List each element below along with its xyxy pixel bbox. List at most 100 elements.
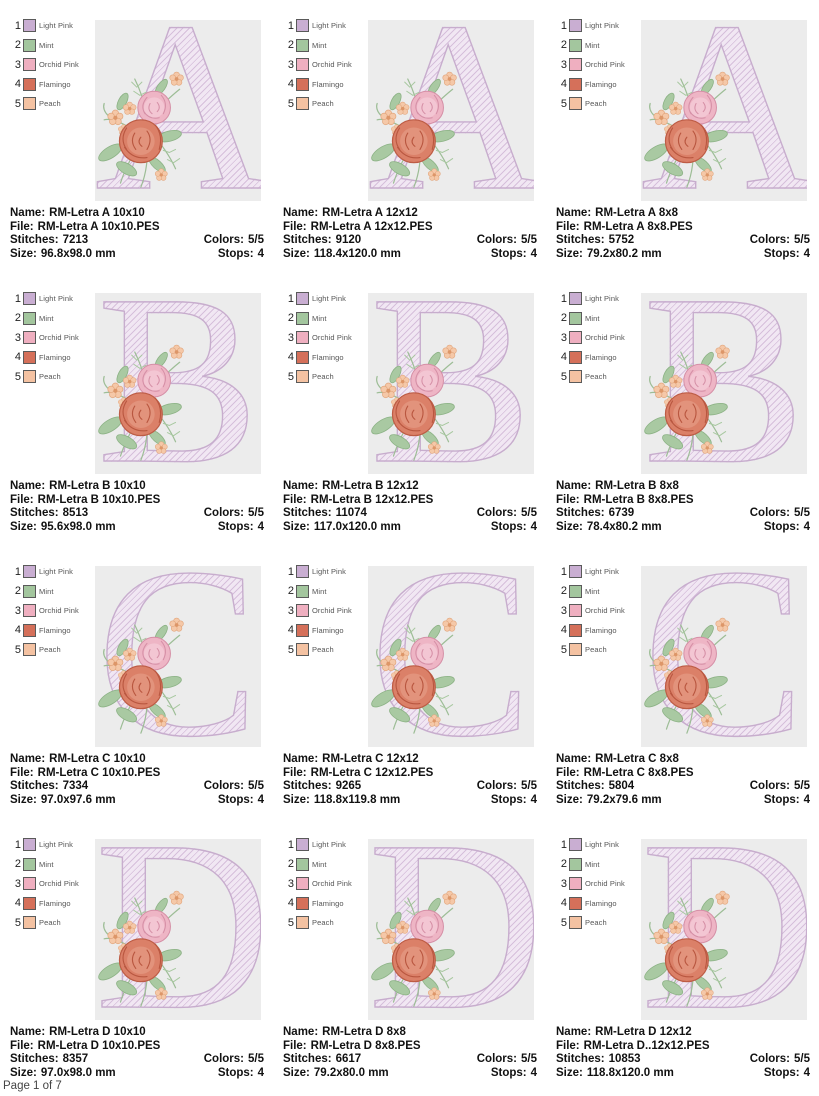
colors-value: 5/5	[794, 780, 810, 792]
thread-number: 3	[560, 604, 567, 617]
design-cell: 1 Light Pink 2 Mint 3 Orchid Pink 4 Flam…	[0, 0, 273, 273]
stops-label: Stops:	[217, 520, 254, 533]
colors-pair: Colors: 5/5	[477, 234, 537, 248]
meta-stitches-colors-line: Stitches: 9265 Colors: 5/5	[283, 780, 537, 794]
stitches-pair: Stitches: 7213	[10, 234, 88, 248]
stops-value: 4	[530, 520, 537, 533]
thread-number: 4	[560, 897, 567, 910]
thread-name: Mint	[585, 859, 600, 869]
thread-swatch	[569, 38, 582, 52]
file-value: RM-Letra C 8x8.PES	[583, 766, 694, 779]
size-value: 117.0x120.0 mm	[313, 520, 401, 533]
thread-name: Light Pink	[39, 840, 73, 850]
thread-swatch	[569, 838, 582, 852]
stitches-pair: Stitches: 6617	[283, 1053, 361, 1067]
meta-stitches-colors-line: Stitches: 8357 Colors: 5/5	[10, 1053, 264, 1067]
stitches-pair: Stitches: 9120	[283, 234, 361, 248]
design-meta: Name: RM-Letra B 12x12 File: RM-Letra B 12…	[283, 480, 537, 534]
legend-item: 5 Peach	[285, 367, 367, 387]
size-value: 118.8x120.0 mm	[586, 1066, 674, 1079]
legend-item: 2 Mint	[285, 582, 367, 602]
design-cell: 1 Light Pink 2 Mint 3 Orchid Pink 4 Flam…	[546, 819, 819, 1092]
meta-size-stops-line: Size: 95.6x98.0 mm Stops: 4	[10, 521, 264, 535]
stitches-value: 9265	[335, 780, 362, 792]
thread-name: Light Pink	[39, 21, 73, 31]
thread-name: Mint	[39, 859, 54, 869]
legend-item: 2 Mint	[12, 855, 94, 875]
file-value: RM-Letra D 10x10.PES	[37, 1039, 161, 1052]
thread-swatch	[569, 896, 582, 910]
stitches-label: Stitches:	[556, 1053, 605, 1065]
colors-pair: Colors: 5/5	[750, 234, 810, 248]
meta-name-line: Name: RM-Letra A 10x10	[10, 207, 264, 221]
size-pair: Size: 118.4x120.0 mm	[283, 248, 401, 262]
thread-name: Mint	[39, 40, 54, 50]
thread-name: Orchid Pink	[39, 60, 79, 70]
file-value: RM-Letra D 8x8.PES	[310, 1039, 421, 1052]
thread-swatch	[296, 896, 309, 910]
stitches-pair: Stitches: 9265	[283, 780, 361, 794]
meta-file-line: File: RM-Letra A 12x12.PES	[283, 221, 537, 235]
size-value: 97.0x97.6 mm	[40, 793, 116, 806]
colors-label: Colors:	[476, 507, 517, 519]
thread-name: Peach	[585, 372, 607, 382]
legend-item: 4 Flamingo	[558, 894, 640, 914]
design-preview: A	[95, 20, 261, 201]
file-value: RM-Letra A 10x10.PES	[37, 220, 160, 233]
file-label: File:	[556, 766, 580, 779]
thread-name: Peach	[312, 918, 334, 928]
thread-swatch	[569, 331, 582, 345]
thread-swatch	[23, 370, 36, 384]
size-pair: Size: 97.0x98.0 mm	[10, 1067, 116, 1081]
design-preview: C	[95, 566, 261, 747]
thread-name: Peach	[312, 99, 334, 109]
stitches-label: Stitches:	[10, 507, 59, 519]
stitches-value: 7334	[62, 780, 89, 792]
name-label: Name:	[10, 207, 46, 219]
stitches-value: 5752	[608, 234, 635, 246]
thread-number: 5	[560, 916, 567, 929]
legend-item: 1 Light Pink	[558, 289, 640, 309]
legend-item: 4 Flamingo	[558, 75, 640, 95]
stitches-pair: Stitches: 8357	[10, 1053, 88, 1067]
size-value: 97.0x98.0 mm	[40, 1066, 116, 1079]
size-label: Size:	[10, 793, 37, 806]
stitches-pair: Stitches: 5804	[556, 780, 634, 794]
stitches-pair: Stitches: 11074	[283, 507, 367, 521]
name-label: Name:	[283, 480, 319, 492]
thread-number: 3	[560, 877, 567, 890]
meta-stitches-colors-line: Stitches: 5804 Colors: 5/5	[556, 780, 810, 794]
colors-label: Colors:	[203, 780, 244, 792]
thread-number: 5	[287, 97, 294, 110]
size-value: 95.6x98.0 mm	[40, 520, 116, 533]
meta-name-line: Name: RM-Letra D 8x8	[283, 1026, 537, 1040]
file-label: File:	[10, 493, 34, 506]
meta-size-stops-line: Size: 96.8x98.0 mm Stops: 4	[10, 248, 264, 262]
floral-bouquet-icon	[96, 612, 198, 738]
thread-number: 1	[560, 565, 567, 578]
legend-item: 5 Peach	[285, 94, 367, 114]
thread-swatch	[23, 623, 36, 637]
thread-name: Orchid Pink	[585, 606, 625, 616]
stitches-value: 8357	[62, 1053, 89, 1065]
thread-number: 4	[287, 897, 294, 910]
thread-swatch	[569, 565, 582, 579]
thread-name: Flamingo	[585, 898, 617, 908]
legend-item: 1 Light Pink	[12, 16, 94, 36]
stops-pair: Stops: 4	[491, 248, 537, 262]
design-preview: A	[368, 20, 534, 201]
thread-swatch	[296, 604, 309, 618]
thread-name: Peach	[312, 372, 334, 382]
stitches-label: Stitches:	[10, 234, 59, 246]
thread-name: Flamingo	[585, 352, 617, 362]
floral-bouquet-icon	[96, 339, 198, 465]
thread-number: 5	[560, 643, 567, 656]
meta-name-line: Name: RM-Letra B 8x8	[556, 480, 810, 494]
thread-swatch	[296, 877, 309, 891]
colors-label: Colors:	[476, 1053, 517, 1065]
design-preview: B	[641, 293, 807, 474]
meta-stitches-colors-line: Stitches: 9120 Colors: 5/5	[283, 234, 537, 248]
stitches-pair: Stitches: 5752	[556, 234, 634, 248]
meta-file-line: File: RM-Letra D..12x12.PES	[556, 1040, 810, 1054]
size-pair: Size: 96.8x98.0 mm	[10, 248, 116, 262]
